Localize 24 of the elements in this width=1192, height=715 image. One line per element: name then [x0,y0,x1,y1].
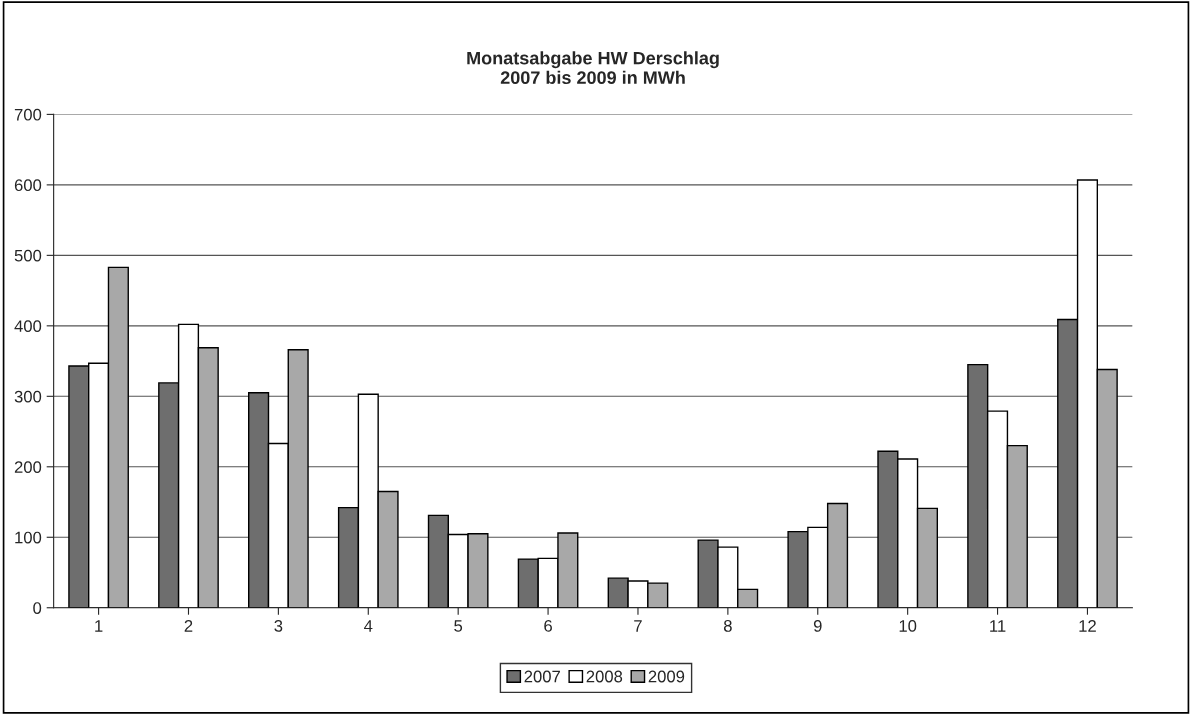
y-tick-label: 300 [14,390,42,403]
x-tick-label: 4 [364,620,373,632]
y-tick-label: 400 [14,320,42,333]
legend-label: 2009 [648,670,685,683]
x-tick-label: 12 [1079,620,1096,632]
y-tick-label: 500 [14,249,42,262]
y-tick-label: 700 [14,108,42,121]
x-tick-label: 11 [990,620,1006,632]
x-tick-label: 3 [274,620,283,632]
x-tick-label: 6 [544,620,552,632]
x-tick-label: 1 [95,620,103,632]
legend-label: 2007 [524,670,560,683]
x-tick-label: 7 [634,620,642,632]
x-tick-label: 2 [184,620,193,632]
y-tick-label: 600 [14,179,42,192]
x-tick-label: 8 [723,620,732,632]
x-tick-label: 9 [813,620,822,632]
legend-label: 2008 [586,670,623,683]
y-tick-label: 100 [15,531,42,544]
chart-title: Monatsabgabe HW Derschlag 2007 bis 2009 in MWh [467,51,719,85]
x-tick-label: 5 [454,620,463,632]
y-tick-label: 200 [14,461,42,473]
x-tick-label: 10 [899,620,917,632]
y-tick-label: 0 [33,602,42,614]
